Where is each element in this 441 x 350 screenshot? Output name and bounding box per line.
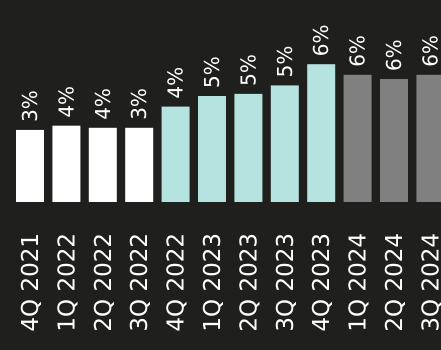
bar bbox=[88, 127, 117, 202]
bar bbox=[307, 64, 336, 202]
bar bbox=[198, 96, 226, 202]
value-label: 6% bbox=[309, 24, 333, 56]
bar bbox=[16, 129, 44, 202]
category-label: 2Q 2023 bbox=[236, 233, 262, 332]
category-label: 2Q 2024 bbox=[382, 233, 408, 332]
value-label: 4% bbox=[91, 88, 115, 120]
bar bbox=[270, 85, 299, 202]
category-label: 1Q 2022 bbox=[54, 233, 80, 332]
value-label: 6% bbox=[418, 35, 441, 67]
bar bbox=[52, 125, 81, 202]
category-label: 4Q 2022 bbox=[164, 233, 190, 332]
value-label: 5% bbox=[200, 56, 224, 88]
value-label: 6% bbox=[382, 39, 406, 71]
value-label: 5% bbox=[273, 46, 297, 78]
category-label: 3Q 2022 bbox=[127, 233, 153, 332]
category-label: 1Q 2023 bbox=[200, 233, 226, 332]
bar bbox=[234, 93, 263, 202]
value-label: 3% bbox=[18, 90, 42, 122]
value-label: 4% bbox=[54, 86, 78, 118]
bar bbox=[161, 106, 190, 202]
bar bbox=[343, 74, 372, 202]
category-label: 2Q 2022 bbox=[91, 233, 117, 332]
bar bbox=[380, 79, 408, 202]
category-label: 1Q 2024 bbox=[346, 233, 372, 332]
category-label: 4Q 2021 bbox=[18, 233, 44, 332]
category-label: 3Q 2023 bbox=[273, 233, 299, 332]
category-label: 4Q 2023 bbox=[309, 233, 335, 332]
value-label: 5% bbox=[236, 54, 260, 86]
value-label: 4% bbox=[164, 67, 188, 99]
bar bbox=[125, 127, 154, 202]
category-label: 3Q 2024 bbox=[418, 233, 441, 332]
bar bbox=[416, 74, 441, 202]
value-label: 3% bbox=[127, 88, 151, 120]
value-label: 6% bbox=[346, 35, 370, 67]
